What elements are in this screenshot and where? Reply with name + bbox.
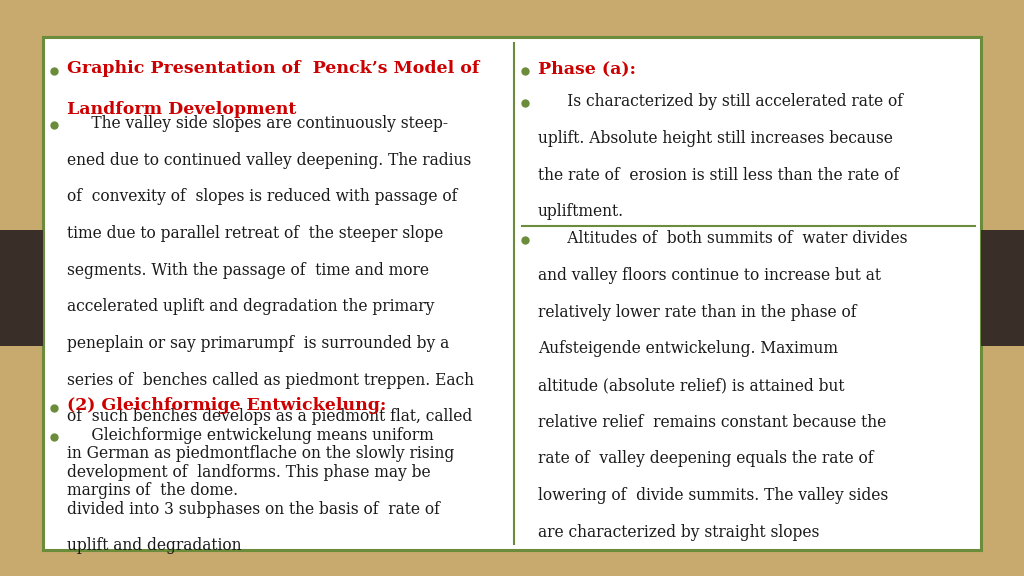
Text: accelerated uplift and degradation the primary: accelerated uplift and degradation the p… [67, 298, 434, 316]
Text: margins of  the dome.: margins of the dome. [67, 482, 238, 499]
Text: uplift and degradation: uplift and degradation [67, 537, 241, 554]
Text: the rate of  erosion is still less than the rate of: the rate of erosion is still less than t… [538, 166, 899, 184]
Text: Phase (a):: Phase (a): [538, 60, 636, 78]
Text: divided into 3 subphases on the basis of  rate of: divided into 3 subphases on the basis of… [67, 501, 439, 518]
Text: are characterized by straight slopes: are characterized by straight slopes [538, 524, 819, 541]
Text: and valley floors continue to increase but at: and valley floors continue to increase b… [538, 267, 881, 284]
Text: The valley side slopes are continuously steep-: The valley side slopes are continuously … [67, 115, 447, 132]
Text: of  such benches develops as a piedmont flat, called: of such benches develops as a piedmont f… [67, 408, 472, 426]
Text: segments. With the passage of  time and more: segments. With the passage of time and m… [67, 262, 429, 279]
FancyBboxPatch shape [981, 230, 1024, 346]
FancyBboxPatch shape [43, 37, 981, 550]
Text: Gleichformige entwickelung means uniform: Gleichformige entwickelung means uniform [67, 427, 433, 445]
Text: rate of  valley deepening equals the rate of: rate of valley deepening equals the rate… [538, 450, 873, 467]
Text: ened due to continued valley deepening. The radius: ened due to continued valley deepening. … [67, 152, 471, 169]
Text: Aufsteigende entwickelung. Maximum: Aufsteigende entwickelung. Maximum [538, 340, 838, 357]
Text: peneplain or say primarumpf  is surrounded by a: peneplain or say primarumpf is surrounde… [67, 335, 449, 352]
Text: in German as piedmontflache on the slowly rising: in German as piedmontflache on the slowl… [67, 445, 454, 462]
Text: upliftment.: upliftment. [538, 203, 624, 220]
Text: Is characterized by still accelerated rate of: Is characterized by still accelerated ra… [538, 93, 902, 111]
Text: time due to parallel retreat of  the steeper slope: time due to parallel retreat of the stee… [67, 225, 442, 242]
Text: relatively lower rate than in the phase of: relatively lower rate than in the phase … [538, 304, 856, 321]
Text: relative relief  remains constant because the: relative relief remains constant because… [538, 414, 886, 431]
Text: (2) Gleichformige Entwickelung:: (2) Gleichformige Entwickelung: [67, 397, 386, 415]
Text: series of  benches called as piedmont treppen. Each: series of benches called as piedmont tre… [67, 372, 473, 389]
Text: development of  landforms. This phase may be: development of landforms. This phase may… [67, 464, 430, 481]
FancyBboxPatch shape [0, 230, 43, 346]
Text: uplift. Absolute height still increases because: uplift. Absolute height still increases … [538, 130, 893, 147]
Text: lowering of  divide summits. The valley sides: lowering of divide summits. The valley s… [538, 487, 888, 504]
Text: Graphic Presentation of  Penck’s Model of: Graphic Presentation of Penck’s Model of [67, 60, 479, 78]
Text: Altitudes of  both summits of  water divides: Altitudes of both summits of water divid… [538, 230, 907, 248]
Text: of  convexity of  slopes is reduced with passage of: of convexity of slopes is reduced with p… [67, 188, 457, 206]
Text: Landform Development: Landform Development [67, 101, 296, 119]
Text: altitude (absolute relief) is attained but: altitude (absolute relief) is attained b… [538, 377, 844, 394]
